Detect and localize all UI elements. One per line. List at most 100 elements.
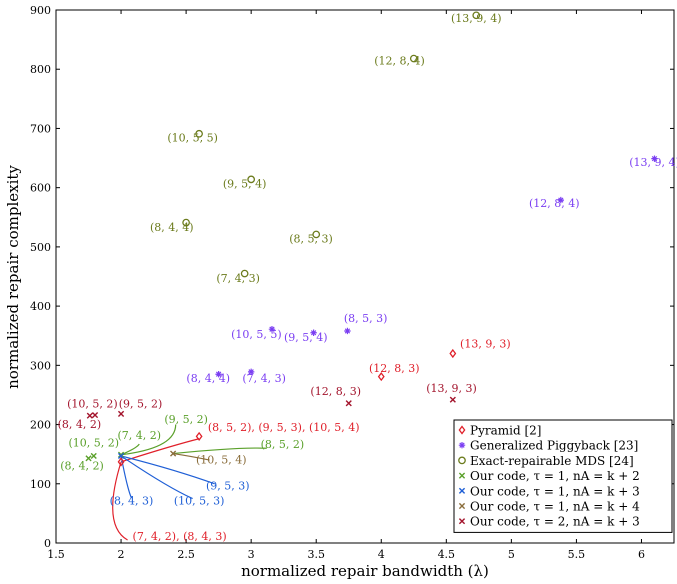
y-tick-label: 800: [30, 63, 51, 76]
x-tick-label: 4.5: [438, 548, 456, 561]
data-point-2-1: [195, 129, 203, 138]
x-tick-label: 2: [118, 548, 125, 561]
point-label: (7, 4, 2), (8, 4, 3): [133, 530, 227, 543]
data-point-1-2: [268, 326, 276, 333]
point-label: (12, 8, 4): [374, 54, 425, 67]
data-point-1-6: [651, 155, 658, 162]
data-point-3-2: [117, 451, 125, 458]
legend-item-label: Pyramid [2]: [470, 424, 541, 438]
legend-item-label: Our code, τ = 1, nA = k + 2: [470, 469, 640, 483]
x-tick-label: 6: [638, 548, 645, 561]
x-tick-label: 3: [248, 548, 255, 561]
point-label: (9, 5, 2): [164, 413, 208, 426]
point-label: (12, 8, 4): [529, 197, 580, 210]
y-tick-label: 500: [30, 241, 51, 254]
leader-line: [120, 424, 177, 456]
data-point-2-4: [312, 230, 321, 239]
y-tick-label: 700: [30, 122, 51, 135]
point-label: (8, 5, 3): [289, 233, 333, 246]
y-tick-label: 200: [30, 419, 51, 432]
data-point-2-6: [472, 11, 481, 20]
point-label: (8, 4, 2): [58, 418, 102, 431]
legend-box: [453, 419, 673, 533]
point-label: (13, 9, 4): [451, 12, 502, 25]
point-label: (7, 4, 3): [242, 372, 286, 385]
y-tick-label: 600: [30, 182, 51, 195]
point-label: (13, 9, 4): [629, 156, 677, 169]
axes: 1.5 2 2.5 3 3.5 4 4.5 5 5.5 6 0 100 200 300 400 500 600 7…: [30, 4, 675, 561]
data-point-2-5: [409, 54, 418, 63]
plot-frame: [55, 9, 675, 544]
data-point-0-3: [449, 348, 457, 359]
leader-lines: [112, 424, 267, 541]
point-label: (12, 8, 3): [369, 362, 420, 375]
x-tick-label: 5: [508, 548, 515, 561]
legend-marker: [458, 502, 466, 510]
legend-item-label: Our code, τ = 2, nA = k + 3: [470, 515, 640, 529]
y-axis-label: normalized repair complexity: [4, 165, 22, 389]
data-point-5-0: [170, 450, 177, 457]
data-point-6-2: [117, 410, 125, 417]
point-label: (8, 4, 4): [186, 372, 230, 385]
data-point-6-0: [86, 412, 93, 419]
data-point-6-3: [345, 400, 352, 407]
point-label: (7, 4, 2): [117, 429, 161, 442]
legend-item-label: Generalized Piggyback [23]: [470, 439, 638, 453]
leader-line: [173, 447, 267, 455]
point-label: (8, 5, 2): [261, 438, 305, 451]
x-tick-label: 2.5: [177, 548, 195, 561]
data-points: [85, 11, 658, 467]
data-point-1-5: [557, 196, 565, 204]
legend-marker: [458, 472, 466, 479]
y-tick-label: 300: [30, 359, 51, 372]
x-tick-label: 4: [378, 548, 385, 561]
y-tick-label: 0: [44, 537, 51, 550]
leader-line: [173, 452, 210, 461]
point-label: (10, 5, 5): [167, 131, 218, 144]
point-label: (8, 5, 3): [344, 312, 388, 325]
legend: Pyramid [2]Generalized Piggyback [23]Exa…: [453, 419, 673, 533]
data-point-1-3: [310, 329, 317, 336]
data-point-2-0: [182, 218, 190, 227]
data-point-0-2: [377, 372, 385, 382]
legend-marker: [458, 425, 466, 435]
point-label: (7, 4, 3): [216, 272, 260, 285]
data-point-1-1: [247, 368, 255, 376]
data-point-2-2: [240, 269, 249, 278]
data-point-1-0: [215, 371, 222, 378]
y-tick-label: 900: [30, 4, 51, 17]
data-point-0-0: [117, 457, 125, 467]
point-label: (10, 5, 2): [67, 397, 118, 410]
leader-line: [120, 455, 193, 500]
point-label: (13, 9, 3): [426, 382, 477, 395]
leader-line: [120, 455, 215, 485]
leader-line: [120, 455, 133, 499]
point-label: (9, 5, 2): [119, 397, 163, 410]
x-tick-label: 5.5: [568, 548, 586, 561]
legend-marker: [458, 442, 466, 449]
point-label: (8, 4, 4): [150, 221, 194, 234]
x-tick-label: 3.5: [307, 548, 325, 561]
leader-line: [112, 461, 128, 541]
data-point-3-1: [90, 452, 97, 460]
legend-item-label: Our code, τ = 1, nA = k + 3: [470, 484, 640, 498]
point-label: (13, 9, 3): [460, 338, 511, 351]
y-tick-label: 100: [30, 478, 51, 491]
data-point-6-4: [449, 396, 456, 403]
legend-item-label: Exact-repairable MDS [24]: [470, 454, 634, 468]
point-label: (12, 8, 3): [310, 385, 361, 398]
point-label: (8, 5, 2), (9, 5, 3), (10, 5, 4): [208, 421, 360, 434]
legend-item-label: Our code, τ = 1, nA = k + 4: [470, 500, 640, 514]
legend-marker: [458, 518, 466, 525]
point-label: (10, 5, 5): [231, 328, 282, 341]
data-point-0-1: [195, 431, 203, 441]
point-label: (9, 5, 4): [284, 331, 328, 344]
point-label: (10, 5, 4): [196, 454, 247, 467]
point-label: (10, 5, 3): [174, 495, 225, 508]
point-annotations: (13, 9, 4)(12, 8, 4)(10, 5, 5)(9, 5, 4)(…: [58, 12, 677, 543]
legend-marker: [458, 456, 466, 465]
y-tick-label: 400: [30, 300, 51, 313]
point-label: (9, 5, 4): [223, 178, 267, 191]
data-point-3-0: [85, 455, 92, 462]
